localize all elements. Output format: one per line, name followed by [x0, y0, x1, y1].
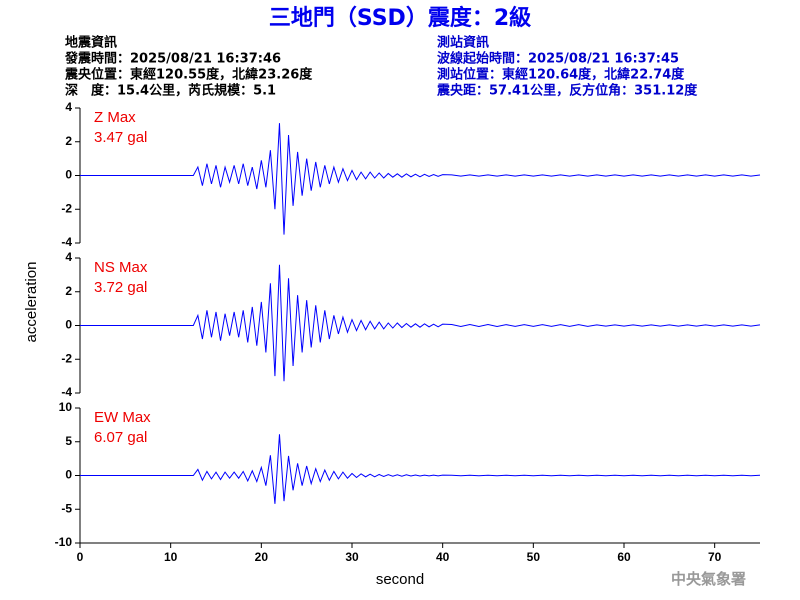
y-tick-label: 2 — [65, 284, 72, 298]
info-right: 測站位置：東經120.64度，北緯22.74度 — [437, 67, 685, 83]
x-tick-label: 50 — [527, 550, 541, 564]
info-left: 發震時間：2025/08/21 16:37:46 — [64, 51, 281, 67]
x-tick-label: 20 — [255, 550, 269, 564]
x-tick-label: 40 — [436, 550, 450, 564]
x-tick-label: 0 — [77, 550, 84, 564]
y-tick-label: 4 — [65, 100, 72, 114]
y-tick-label: 0 — [65, 468, 72, 482]
y-tick-label: -2 — [61, 351, 72, 365]
y-tick-label: -2 — [61, 201, 72, 215]
y-tick-label: -4 — [61, 385, 72, 399]
footer: 中央氣象署 — [671, 570, 746, 588]
waveform — [80, 434, 761, 504]
annotation: 6.07 gal — [94, 429, 147, 446]
y-tick-label: 4 — [65, 250, 72, 264]
waveform — [80, 264, 761, 382]
info-left: 深 度：15.4公里，芮氏規模：5.1 — [65, 83, 276, 99]
x-axis-label: second — [376, 571, 424, 588]
info-right: 震央距：57.41公里，反方位角：351.12度 — [436, 83, 698, 99]
chart-title: 三地門（SSD）震度：2級 — [269, 5, 531, 31]
info-left: 震央位置：東經120.55度，北緯23.26度 — [64, 67, 313, 83]
x-tick-label: 30 — [345, 550, 359, 564]
annotation: 3.47 gal — [94, 129, 147, 146]
x-tick-label: 60 — [617, 550, 631, 564]
x-tick-label: 10 — [164, 550, 178, 564]
y-tick-label: -5 — [61, 501, 72, 515]
y-tick-label: 0 — [65, 168, 72, 182]
info-right: 波線起始時間：2025/08/21 16:37:45 — [437, 51, 679, 67]
y-axis-label: acceleration — [23, 262, 40, 343]
y-tick-label: 0 — [65, 318, 72, 332]
annotation: Z Max — [94, 109, 136, 126]
annotation: 3.72 gal — [94, 279, 147, 296]
y-tick-label: -4 — [61, 235, 72, 249]
info-right: 測站資訊 — [437, 35, 489, 51]
waveform — [80, 123, 761, 235]
y-tick-label: 2 — [65, 134, 72, 148]
y-tick-label: 10 — [59, 400, 73, 414]
annotation: EW Max — [94, 409, 151, 426]
y-tick-label: 5 — [65, 434, 72, 448]
info-left: 地震資訊 — [65, 35, 117, 51]
x-tick-label: 70 — [708, 550, 722, 564]
y-tick-label: -10 — [55, 535, 73, 549]
annotation: NS Max — [94, 259, 148, 276]
